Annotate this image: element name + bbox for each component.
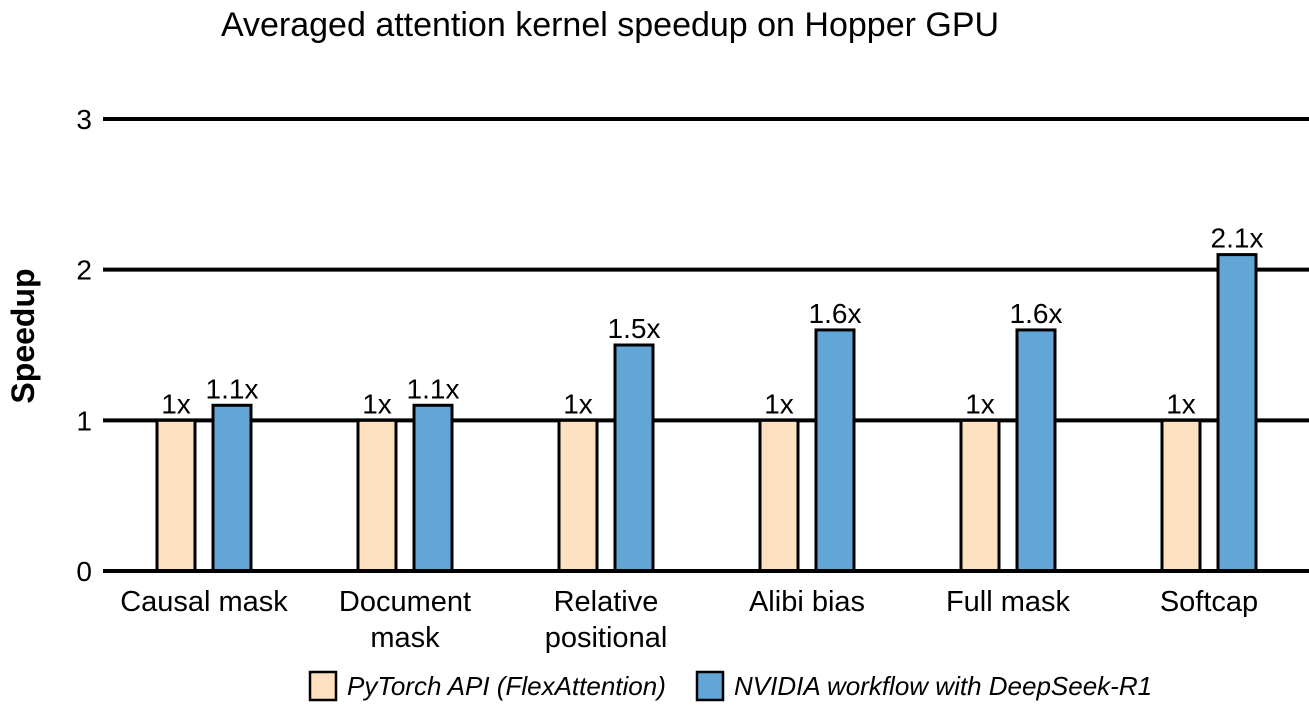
category-label-4-0: Full mask <box>946 586 1071 618</box>
legend: PyTorch API (FlexAttention) NVIDIA workfl… <box>308 670 1152 702</box>
bar-0-0 <box>155 418 197 573</box>
y-tick-label-0: 0 <box>76 556 92 587</box>
data-label-0-1: 1x <box>362 388 392 419</box>
data-label-0-5: 1x <box>1166 388 1196 419</box>
category-label-5-0: Softcap <box>1160 586 1258 618</box>
data-label-0-3: 1x <box>764 388 794 419</box>
y-axis-label: Speedup <box>5 268 41 403</box>
data-label-0-0: 1x <box>161 388 191 419</box>
y-tick-label-1: 1 <box>76 405 92 436</box>
legend-label-0: PyTorch API (FlexAttention) <box>347 671 666 701</box>
data-label-1-4: 1.6x <box>1010 298 1063 329</box>
category-label-1-1: mask <box>370 622 440 654</box>
category-labels: Causal mask Document mask Relative positiona… <box>120 586 1258 654</box>
category-label-3-0: Alibi bias <box>749 586 865 618</box>
bar-1-4 <box>1015 328 1057 573</box>
bar-1-5 <box>1216 253 1258 573</box>
bar-1-3 <box>814 328 856 573</box>
data-label-1-1: 1.1x <box>407 373 460 404</box>
bars <box>103 253 1309 573</box>
data-label-1-0: 1.1x <box>206 373 259 404</box>
category-label-0-0: Causal mask <box>120 586 288 618</box>
bar-0-5 <box>1160 418 1202 573</box>
bar-0-3 <box>758 418 800 573</box>
legend-swatch-1 <box>695 670 725 702</box>
data-label-0-2: 1x <box>563 388 593 419</box>
gridlines: 0 1 2 3 <box>76 104 1309 587</box>
data-label-1-5: 2.1x <box>1211 223 1264 254</box>
chart-title: Averaged attention kernel speedup on Hop… <box>221 6 999 44</box>
bar-1-0 <box>211 403 253 573</box>
y-tick-label-2: 2 <box>76 255 92 286</box>
bar-1-1 <box>412 403 454 573</box>
category-label-1-0: Document <box>339 586 471 618</box>
data-label-1-3: 1.6x <box>809 298 862 329</box>
bar-0-1 <box>356 418 398 573</box>
y-tick-label-3: 3 <box>76 104 92 135</box>
bar-0-4 <box>959 418 1001 573</box>
bar-0-2 <box>557 418 599 573</box>
data-label-0-4: 1x <box>965 388 995 419</box>
category-label-2-1: positional <box>545 622 668 654</box>
data-label-1-2: 1.5x <box>608 313 661 344</box>
bar-1-2 <box>613 343 655 573</box>
category-label-2-0: Relative <box>554 586 659 618</box>
legend-swatch-0 <box>308 670 338 702</box>
data-labels: 1x 1.1x 1x 1.1x 1x 1.5x 1x 1.6x 1x 1.6x 1x 2.1x <box>161 223 1263 420</box>
legend-label-1: NVIDIA workflow with DeepSeek-R1 <box>734 671 1152 701</box>
